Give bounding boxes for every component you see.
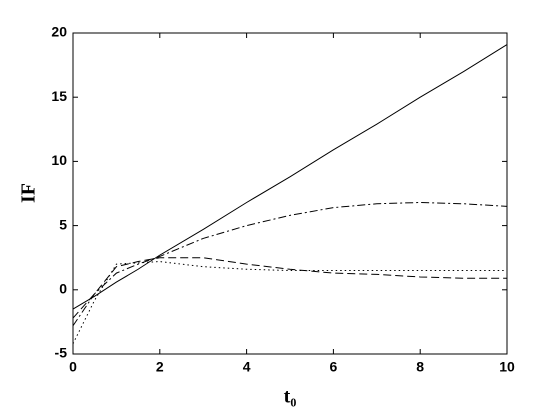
- x-tick-label: 8: [416, 359, 424, 375]
- x-axis-label: t₀: [284, 386, 297, 408]
- plot-frame: [72, 32, 508, 355]
- x-tick-label: 2: [156, 359, 164, 375]
- line-series: [72, 201, 508, 327]
- y-tick-label: 5: [59, 216, 67, 232]
- y-axis-label: IF: [18, 183, 40, 203]
- x-tick-label: 0: [69, 359, 77, 375]
- x-tick-label: 6: [330, 359, 338, 375]
- y-tick-label: -5: [55, 345, 68, 361]
- line-series: [72, 261, 507, 344]
- y-tick-label: 20: [51, 24, 67, 40]
- line-series: [72, 44, 508, 310]
- y-tick-label: 10: [51, 152, 67, 168]
- x-tick-label: 10: [499, 359, 515, 375]
- line-series: [72, 257, 507, 319]
- y-tick-label: 0: [59, 281, 67, 297]
- y-tick-label: 15: [51, 88, 67, 104]
- x-tick-label: 4: [243, 359, 251, 375]
